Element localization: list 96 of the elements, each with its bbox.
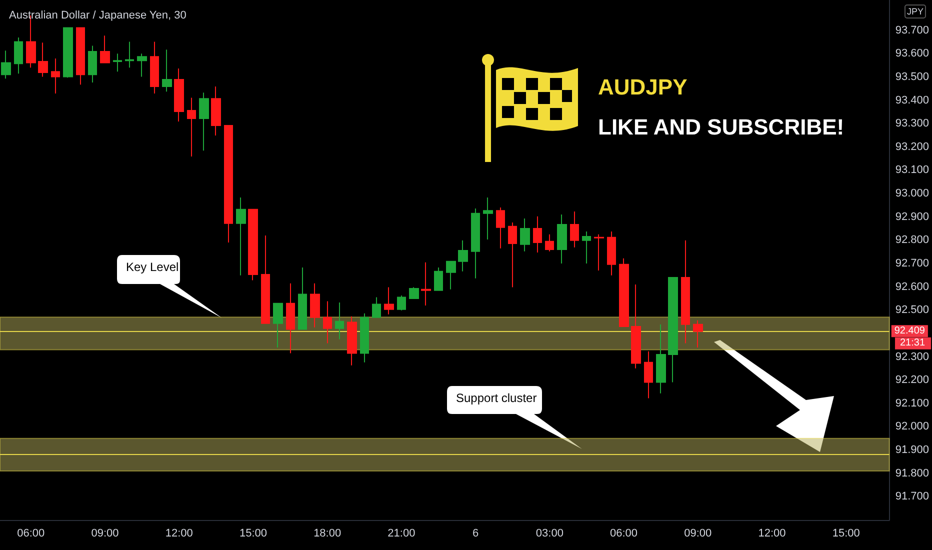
x-tick-label: 18:00 xyxy=(314,528,342,540)
x-tick-label: 12:00 xyxy=(758,528,786,540)
candlestick xyxy=(607,231,616,276)
candlestick xyxy=(162,49,172,92)
candlestick xyxy=(310,282,320,328)
y-tick-label: 93.200 xyxy=(895,140,930,153)
candlestick xyxy=(150,41,159,94)
y-tick-label: 92.800 xyxy=(895,234,930,246)
candlestick xyxy=(113,53,122,72)
candlestick xyxy=(14,37,23,74)
candlestick xyxy=(298,266,307,330)
candlestick xyxy=(347,316,357,366)
ref-line-label: 92.409 xyxy=(894,326,926,337)
y-tick-label: 92.500 xyxy=(895,304,930,316)
y-tick-label: 92.300 xyxy=(895,350,930,363)
candlestick xyxy=(520,218,530,252)
text: Australian Dollar / Japanese Yen, 30 xyxy=(9,10,186,22)
candlestick xyxy=(125,41,134,68)
y-tick-label: 92.200 xyxy=(895,374,930,386)
candlestick xyxy=(187,97,196,157)
candlestick xyxy=(446,260,456,290)
x-tick-label: 06:00 xyxy=(610,528,638,540)
candlestick xyxy=(88,45,97,84)
candlestick xyxy=(496,207,505,249)
x-tick-label: 06:00 xyxy=(17,528,45,540)
candlestick xyxy=(557,214,567,264)
y-tick-label: 92.100 xyxy=(895,397,930,410)
candlestick xyxy=(619,258,629,327)
x-tick-label: 12:00 xyxy=(165,528,193,540)
candlestick xyxy=(582,231,591,264)
candlestick xyxy=(693,320,703,348)
candlestick xyxy=(384,286,394,315)
candlestick xyxy=(224,124,233,244)
candlestick xyxy=(261,235,270,324)
candlestick xyxy=(421,262,431,306)
candlestick xyxy=(483,197,493,240)
x-tick-label: 03:00 xyxy=(536,528,564,540)
candlestick xyxy=(570,211,579,248)
candlestick xyxy=(434,266,443,291)
candlestick xyxy=(323,300,332,344)
candlestick xyxy=(681,240,690,344)
y-tick-label: 92.600 xyxy=(895,280,930,293)
candlestick xyxy=(63,27,73,78)
x-tick-label: 15:00 xyxy=(239,528,267,540)
text: 21:31 xyxy=(900,337,926,348)
y-tick-label: 93.100 xyxy=(895,164,930,176)
candlestick xyxy=(248,208,258,281)
candlestick xyxy=(533,216,542,254)
y-tick-label: 93.400 xyxy=(895,94,930,106)
candlestick xyxy=(76,27,85,86)
candlestick xyxy=(409,286,419,299)
y-tick-label: 91.800 xyxy=(895,467,930,480)
candlestick xyxy=(211,86,221,136)
y-tick-label: 93.600 xyxy=(895,48,930,60)
y-tick-label: 92.700 xyxy=(895,258,930,270)
annotation: AUDJPY xyxy=(598,74,688,100)
candlestick xyxy=(372,296,381,318)
candlestick xyxy=(100,35,110,64)
x-tick-label: 09:00 xyxy=(684,528,712,540)
y-tick-label: 93.000 xyxy=(895,188,930,200)
candlestick xyxy=(137,53,147,78)
candlestick xyxy=(631,284,641,369)
candlestick xyxy=(199,92,209,152)
candlestick xyxy=(286,282,295,354)
candlestick xyxy=(644,350,653,399)
annotation: Support cluster xyxy=(456,391,537,405)
annotation: Key Level xyxy=(126,260,179,274)
candlestick xyxy=(360,312,369,363)
y-tick-label: 93.700 xyxy=(895,24,930,36)
candlestick xyxy=(174,68,184,122)
candlestick xyxy=(508,222,517,288)
x-tick-label: 6 xyxy=(472,528,479,540)
y-tick-label: 93.300 xyxy=(895,118,930,130)
y-tick-label: 92.000 xyxy=(895,420,930,433)
candlestick xyxy=(668,276,678,383)
candlestick xyxy=(397,294,406,311)
candlestick xyxy=(656,324,666,394)
y-tick-label: 93.500 xyxy=(895,70,930,83)
candlestick xyxy=(273,302,283,348)
annotation: LIKE AND SUBSCRIBE! xyxy=(598,114,844,140)
y-tick-label: 91.700 xyxy=(895,490,930,503)
x-tick-label: 09:00 xyxy=(91,528,119,540)
candlestick xyxy=(335,302,344,340)
candlestick xyxy=(458,240,468,272)
text: JPY xyxy=(907,6,924,16)
candlestick xyxy=(594,234,604,271)
x-tick-label: 21:00 xyxy=(388,528,416,540)
x-tick-label: 15:00 xyxy=(832,528,860,540)
candlestick xyxy=(545,234,554,252)
y-tick-label: 92.900 xyxy=(895,210,930,223)
candlestick xyxy=(1,50,11,80)
candlestick xyxy=(38,42,48,78)
candlestick xyxy=(236,197,246,276)
candlestick xyxy=(51,58,60,94)
y-tick-label: 91.900 xyxy=(895,444,930,456)
candlestick xyxy=(471,208,480,279)
